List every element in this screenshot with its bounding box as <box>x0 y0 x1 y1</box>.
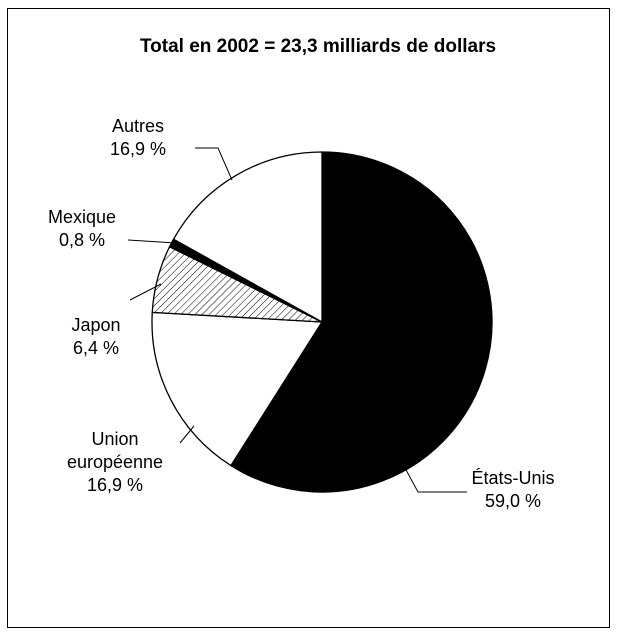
leader-line <box>127 239 177 244</box>
pie-slice-1 <box>230 151 493 493</box>
slice-value-label: 59,0 % <box>485 491 541 511</box>
slice-value-label: 16,9 % <box>87 475 143 495</box>
slice-value-label: 0,8 % <box>59 230 105 250</box>
slice-name-label: États-Unis <box>471 468 554 488</box>
leader-line <box>404 467 467 493</box>
pie-slice-2 <box>151 311 324 467</box>
leader-line <box>195 147 233 181</box>
slice-name-label: Mexique <box>48 207 116 227</box>
pie-slice-5 <box>172 151 323 324</box>
leader-line <box>129 283 162 301</box>
slice-name-label: Union <box>91 429 138 449</box>
slice-name-label: Japon <box>71 315 120 335</box>
slice-name-label: européenne <box>67 452 163 472</box>
slice-name-label: Autres <box>112 116 164 136</box>
leader-line <box>179 425 195 444</box>
chart-title: Total en 2002 = 23,3 milliards de dollar… <box>140 36 496 57</box>
slice-value-label: 6,4 % <box>73 338 119 358</box>
slice-value-label: 16,9 % <box>110 139 166 159</box>
